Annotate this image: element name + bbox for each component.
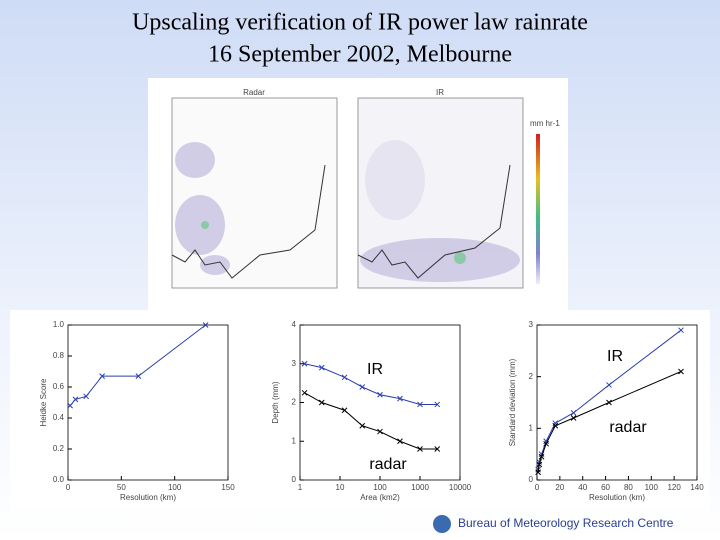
point-marker: [570, 409, 577, 416]
y-tick-label: 0.8: [53, 351, 65, 360]
point-marker: [397, 395, 403, 402]
point-marker: [202, 322, 209, 328]
y-tick-label: 2: [292, 398, 297, 407]
colorbar-unit: mm hr-1: [530, 119, 560, 128]
series-line: [537, 329, 682, 470]
point-marker: [552, 422, 559, 429]
point-marker: [543, 440, 549, 447]
point-marker: [678, 327, 684, 334]
y-tick-label: 2: [529, 372, 534, 381]
map-label: Radar: [243, 88, 265, 97]
x-axis-label: Resolution (km): [589, 493, 645, 502]
subtitle: 16 September 2002, Melbourne: [208, 42, 512, 68]
title: Upscaling verification of IR power law r…: [132, 10, 588, 36]
point-marker: [606, 382, 612, 388]
x-tick-label: 20: [555, 483, 564, 492]
x-tick-label: 10000: [449, 483, 472, 492]
y-tick-label: 3: [529, 320, 534, 329]
point-marker: [318, 399, 325, 406]
plot-frame: [67, 324, 229, 481]
point-marker: [434, 401, 441, 408]
x-axis-label: Resolution (km): [120, 493, 176, 502]
point-marker: [318, 364, 325, 371]
point-marker: [606, 399, 612, 406]
y-tick-label: 1.0: [53, 320, 65, 329]
point-marker: [301, 360, 308, 367]
point-marker: [434, 446, 441, 452]
y-tick-label: 1: [292, 436, 297, 445]
y-axis-label: Standard deviation (mm): [508, 358, 517, 446]
x-tick-label: 140: [690, 483, 704, 492]
x-tick-label: 150: [221, 483, 235, 492]
series-annotation: radar: [609, 419, 647, 436]
x-tick-label: 50: [117, 483, 126, 492]
y-tick-label: 0.6: [53, 382, 65, 391]
x-tick-label: 80: [624, 483, 633, 492]
x-tick-label: 100: [168, 483, 182, 492]
point-marker: [359, 384, 366, 390]
point-marker: [417, 446, 423, 452]
point-marker: [301, 389, 308, 396]
y-axis-label: Depth (mm): [271, 381, 280, 424]
x-tick-label: 100: [373, 483, 387, 492]
y-tick-label: 0.2: [53, 444, 65, 453]
point-marker: [397, 438, 403, 445]
y-tick-label: 0.0: [53, 475, 65, 484]
point-marker: [72, 396, 79, 403]
y-tick-label: 3: [292, 359, 297, 368]
point-marker: [377, 428, 383, 435]
point-marker: [535, 469, 541, 476]
coast-radar: [171, 164, 326, 279]
point-marker: [359, 422, 366, 429]
point-marker: [99, 373, 105, 380]
charts-panel: [10, 310, 710, 510]
x-tick-label: 0: [66, 483, 71, 492]
point-marker: [341, 374, 348, 381]
map-label: IR: [436, 88, 444, 97]
x-axis-label: Area (km2): [360, 493, 400, 502]
point-marker: [135, 373, 142, 380]
point-marker: [83, 393, 89, 400]
logo-icon: [433, 515, 451, 533]
point-marker: [678, 368, 684, 375]
x-tick-label: 100: [645, 483, 659, 492]
x-tick-label: 0: [535, 483, 540, 492]
y-axis-label: Heidke Score: [39, 378, 48, 427]
point-marker: [570, 415, 577, 421]
x-tick-label: 40: [578, 483, 587, 492]
colorbar: [536, 134, 540, 284]
series-line: [537, 371, 682, 473]
rain-cores: [201, 221, 466, 264]
point-marker: [536, 461, 543, 468]
plot-frame: [536, 324, 698, 481]
x-tick-label: 1: [298, 483, 303, 492]
x-tick-label: 1000: [411, 483, 429, 492]
y-tick-label: 4: [292, 320, 297, 329]
point-marker: [417, 401, 423, 408]
y-tick-label: 0.4: [53, 413, 65, 422]
series-line: [304, 392, 438, 450]
point-marker: [67, 402, 73, 409]
logo-text: Bureau of Meteorology Research Centre: [458, 516, 674, 530]
y-tick-label: 1: [529, 423, 534, 432]
y-tick-label: 0: [529, 475, 534, 484]
point-marker: [377, 391, 383, 398]
rain-blobs: [175, 140, 520, 282]
point-marker: [538, 453, 545, 460]
x-tick-label: 10: [336, 483, 345, 492]
series-annotation: IR: [367, 361, 383, 378]
x-tick-label: 60: [601, 483, 610, 492]
series-line: [304, 363, 438, 405]
series-annotation: radar: [369, 456, 407, 473]
series-annotation: IR: [607, 348, 623, 365]
y-tick-label: 0: [292, 475, 297, 484]
point-marker: [341, 407, 348, 414]
x-tick-label: 120: [667, 483, 681, 492]
coast-ir: [357, 164, 511, 279]
